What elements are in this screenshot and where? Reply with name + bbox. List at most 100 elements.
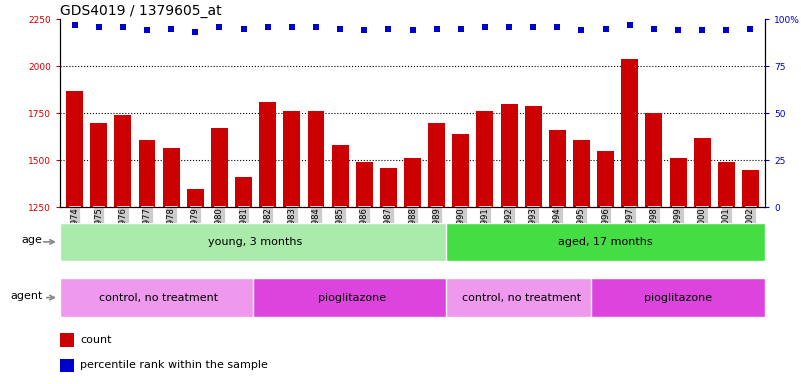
Text: GSM506975: GSM506975 [95,207,103,258]
Text: GSM506984: GSM506984 [312,207,320,258]
Bar [163,148,179,384]
Text: GSM506985: GSM506985 [336,207,344,258]
Bar [501,104,517,384]
Point [261,24,274,30]
Text: GSM506981: GSM506981 [239,207,248,258]
Text: GSM506997: GSM506997 [626,207,634,258]
Bar [253,278,451,317]
Text: GSM506982: GSM506982 [264,207,272,258]
Bar [694,138,710,384]
Point [503,24,516,30]
Point [165,26,178,32]
Bar [477,111,493,384]
Bar [115,115,131,384]
Bar [670,159,686,384]
Bar [60,223,451,261]
Bar [525,106,541,384]
Text: GSM506996: GSM506996 [601,207,610,258]
Bar [139,140,155,384]
Point [92,24,105,30]
Bar [598,151,614,384]
Point [454,26,467,32]
Point [623,22,636,28]
Text: GSM506994: GSM506994 [553,207,562,258]
Bar [429,123,445,384]
Bar [446,223,765,261]
Text: GSM506986: GSM506986 [360,207,368,258]
Bar [91,123,107,384]
Point [68,22,81,28]
Text: agent: agent [11,291,43,301]
Text: GSM507000: GSM507000 [698,207,706,258]
Text: young, 3 months: young, 3 months [208,237,303,247]
Text: GSM506978: GSM506978 [167,207,175,258]
Text: GSM506976: GSM506976 [119,207,127,258]
Point [213,24,226,30]
Text: GSM506992: GSM506992 [505,207,513,258]
Text: GSM506988: GSM506988 [408,207,417,258]
Text: pioglitazone: pioglitazone [644,293,712,303]
Text: GSM506989: GSM506989 [433,207,441,258]
Text: GSM506998: GSM506998 [650,207,658,258]
Text: GSM506987: GSM506987 [384,207,392,258]
Text: GSM506979: GSM506979 [191,207,199,258]
Bar [60,359,74,372]
Point [551,24,564,30]
Bar [742,170,759,384]
Bar [356,162,372,384]
Point [285,24,298,30]
Text: control, no treatment: control, no treatment [461,293,581,303]
Point [116,24,129,30]
Bar [235,177,252,384]
Bar [60,278,258,317]
Bar [284,111,300,384]
Text: control, no treatment: control, no treatment [99,293,219,303]
Text: GSM507002: GSM507002 [746,207,755,258]
Text: GSM506995: GSM506995 [577,207,586,258]
Text: GDS4019 / 1379605_at: GDS4019 / 1379605_at [60,4,222,18]
Point [575,27,588,33]
Text: count: count [80,335,111,345]
Bar [646,113,662,384]
Point [430,26,443,32]
Point [382,26,395,32]
Bar [66,91,83,384]
Point [358,27,371,33]
Text: GSM506993: GSM506993 [529,207,537,258]
Bar [549,130,566,384]
Bar [453,134,469,384]
Point [406,27,419,33]
Bar [404,159,421,384]
Bar [60,333,74,347]
Text: GSM506999: GSM506999 [674,207,682,258]
Text: GSM507001: GSM507001 [722,207,731,258]
Bar [211,128,227,384]
Bar [718,162,735,384]
Bar [260,102,276,384]
Point [599,26,612,32]
Point [527,24,540,30]
Text: GSM506983: GSM506983 [288,207,296,258]
Text: GSM506977: GSM506977 [143,207,151,258]
Text: GSM506974: GSM506974 [70,207,79,258]
Text: aged, 17 months: aged, 17 months [558,237,653,247]
Bar [332,145,348,384]
Point [140,27,153,33]
Point [309,24,322,30]
Point [478,24,491,30]
Text: age: age [21,235,42,245]
Text: pioglitazone: pioglitazone [318,293,386,303]
Bar [446,278,596,317]
Point [237,26,250,32]
Bar [622,59,638,384]
Text: GSM506980: GSM506980 [215,207,224,258]
Point [696,27,709,33]
Bar [591,278,765,317]
Bar [308,111,324,384]
Point [647,26,660,32]
Bar [573,140,590,384]
Point [672,27,685,33]
Bar [380,168,396,384]
Point [334,26,347,32]
Point [720,27,733,33]
